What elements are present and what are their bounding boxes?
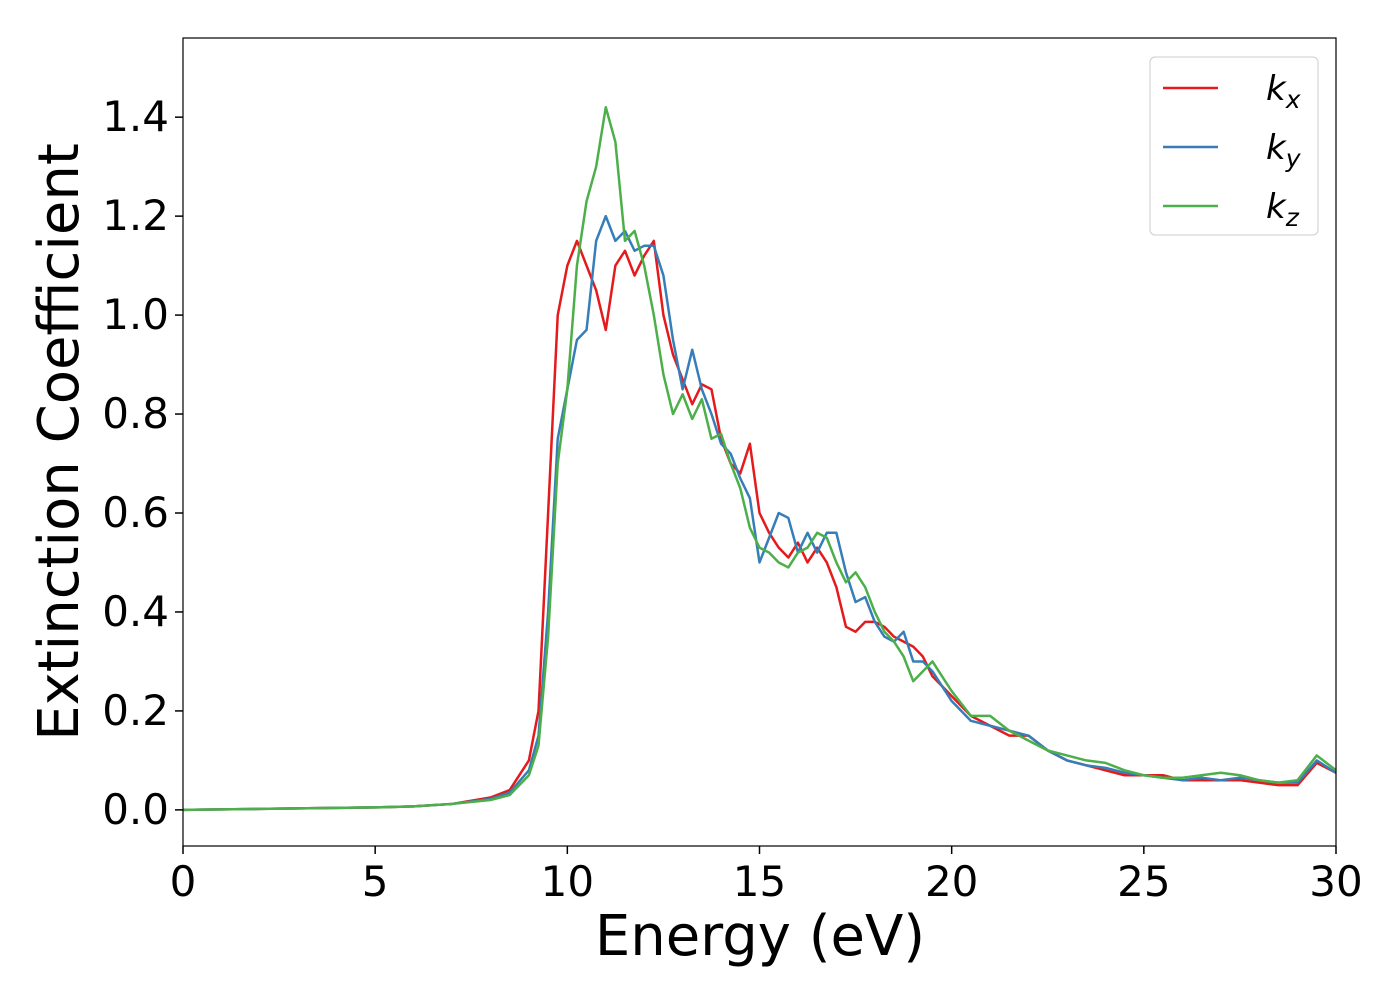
y-tick-label: 0.8	[102, 389, 169, 438]
x-tick-label: 30	[1309, 857, 1362, 906]
legend-label-main: k	[1266, 69, 1287, 109]
x-tick-label: 0	[170, 857, 197, 906]
x-tick-label: 10	[541, 857, 594, 906]
legend-label: kx	[1266, 69, 1301, 114]
data-line	[182, 214, 1337, 812]
data-line	[182, 106, 1337, 812]
y-tick-label: 0.4	[102, 587, 169, 636]
legend-label-sub: z	[1285, 203, 1300, 232]
data-line	[182, 239, 1337, 812]
legend-box	[1149, 56, 1319, 236]
x-tick-label: 5	[362, 857, 389, 906]
legend-label: ky	[1266, 128, 1302, 173]
x-tick-label: 15	[733, 857, 786, 906]
legend-label-sub: y	[1285, 144, 1302, 173]
y-tick-label: 0.2	[102, 686, 169, 735]
legend-label-main: k	[1266, 187, 1287, 227]
y-tick-label: 0.6	[102, 488, 169, 537]
x-tick-label: 20	[925, 857, 978, 906]
legend-label: kz	[1266, 187, 1300, 232]
y-tick-label: 1.0	[102, 290, 169, 339]
y-tick-label: 1.2	[102, 191, 169, 240]
x-axis-label: Energy (eV)	[595, 904, 925, 969]
legend-label-main: k	[1266, 128, 1287, 168]
y-axis-label: Extinction Coefficient	[27, 143, 92, 741]
y-tick-label: 1.4	[102, 92, 169, 141]
plot-frame	[182, 37, 1337, 847]
legend-label-sub: x	[1285, 85, 1301, 114]
y-tick-label: 0.0	[102, 785, 169, 834]
x-tick-label: 25	[1117, 857, 1170, 906]
